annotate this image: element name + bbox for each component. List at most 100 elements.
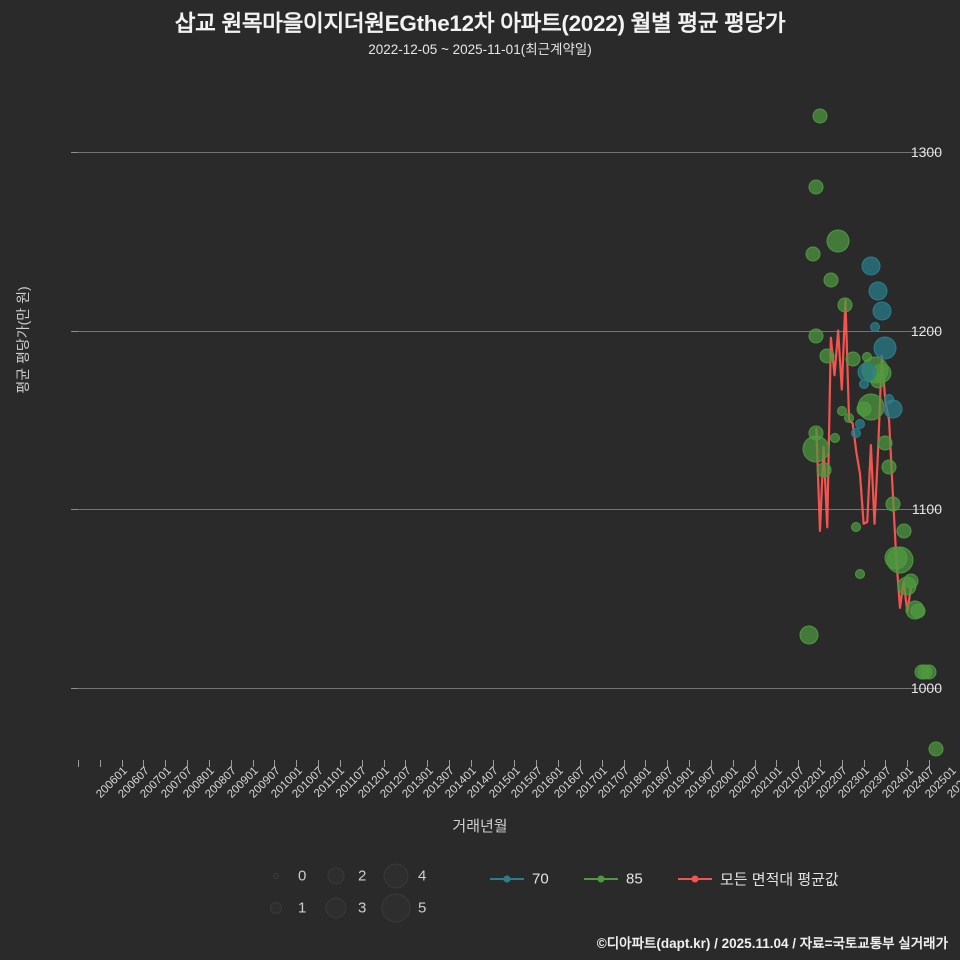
data-point-bubble [881, 459, 897, 475]
x-tick-mark [165, 760, 167, 767]
data-point-bubble [836, 406, 847, 417]
legend-size-label: 4 [418, 867, 427, 885]
data-point-bubble [858, 379, 869, 390]
legend-size-label: 3 [358, 899, 367, 917]
legend-series-label: 모든 면적대 평균값 [720, 871, 839, 889]
x-tick-mark [318, 760, 320, 767]
x-tick-mark [361, 760, 363, 767]
data-point-bubble [812, 108, 828, 124]
data-point-bubble [885, 496, 901, 512]
legend: 0 1 2 3 4 5 70 85 모든 면적대 평균값 [0, 860, 960, 928]
x-tick-mark [601, 760, 603, 767]
data-point-bubble [869, 321, 880, 332]
legend-size-dot [383, 863, 409, 889]
legend-size-label: 5 [418, 899, 427, 917]
x-tick-mark [885, 760, 887, 767]
data-point-bubble [886, 546, 914, 574]
legend-size-dot [270, 902, 282, 914]
x-tick-mark [819, 760, 821, 767]
data-point-bubble [921, 664, 937, 680]
y-tick-mark [71, 151, 78, 153]
x-tick-mark [645, 760, 647, 767]
data-point-bubble [805, 246, 821, 262]
x-tick-mark [448, 760, 450, 767]
x-tick-mark [776, 760, 778, 767]
data-point-bubble [819, 348, 835, 364]
data-point-bubble [826, 229, 850, 253]
data-point-bubble [808, 328, 824, 344]
plot-area [78, 80, 944, 760]
x-tick-mark [863, 760, 865, 767]
legend-size-dot [381, 893, 411, 923]
x-tick-mark [798, 760, 800, 767]
x-tick-mark [689, 760, 691, 767]
y-gridline [78, 330, 940, 332]
legend-size-label: 1 [298, 899, 307, 917]
data-point-bubble [799, 625, 819, 645]
data-point-bubble [823, 272, 839, 288]
data-point-bubble [873, 336, 897, 360]
legend-size-label: 2 [358, 867, 367, 885]
x-tick-mark [99, 760, 101, 767]
page-title: 삽교 원목마을이지더원EGthe12차 아파트(2022) 월별 평균 평당가 [174, 11, 786, 36]
legend-series-dot [503, 875, 511, 883]
x-tick-mark [929, 760, 931, 767]
y-tick-label: 1300 [910, 143, 942, 160]
y-tick-label: 1000 [910, 680, 942, 697]
data-point-bubble [857, 362, 877, 382]
x-axis-ticks [78, 760, 940, 770]
legend-size-scale: 0 1 2 3 4 5 [262, 860, 452, 924]
x-tick-mark [383, 760, 385, 767]
legend-series-dot [597, 875, 605, 883]
x-axis-title: 거래년월 [452, 818, 508, 835]
x-tick-mark [514, 760, 516, 767]
data-point-bubble [829, 432, 840, 443]
x-tick-mark [405, 760, 407, 767]
y-gridline [78, 151, 940, 153]
data-point-bubble [897, 576, 917, 596]
data-point-bubble [844, 413, 855, 424]
legend-size-dot [325, 897, 347, 919]
legend-size-dot [273, 873, 279, 879]
x-tick-mark [427, 760, 429, 767]
x-tick-mark [274, 760, 276, 767]
y-tick-mark [71, 330, 78, 332]
x-tick-mark [623, 760, 625, 767]
y-tick-label: 1200 [910, 322, 942, 339]
data-point-bubble [857, 393, 885, 421]
x-tick-mark [339, 760, 341, 767]
data-point-bubble [877, 435, 893, 451]
x-tick-mark [841, 760, 843, 767]
y-tick-label: 1100 [911, 501, 942, 518]
x-tick-mark [208, 760, 210, 767]
legend-series-label: 85 [626, 870, 643, 888]
x-tick-mark [907, 760, 909, 767]
x-tick-mark [667, 760, 669, 767]
legend-series-label: 70 [532, 870, 549, 888]
y-axis-title: 평균 평당가(만 원) [15, 286, 31, 394]
y-axis-labels [0, 80, 72, 760]
x-tick-mark [230, 760, 232, 767]
data-point-bubble [808, 179, 824, 195]
data-point-bubble [816, 462, 832, 478]
x-tick-mark [78, 760, 79, 767]
x-tick-mark [187, 760, 189, 767]
data-point-bubble [851, 427, 862, 438]
x-tick-mark [536, 760, 538, 767]
x-tick-mark [252, 760, 254, 767]
x-tick-mark [710, 760, 712, 767]
x-tick-mark [121, 760, 123, 767]
x-tick-mark [296, 760, 298, 767]
data-point-bubble [910, 603, 926, 619]
data-point-bubble [837, 297, 853, 313]
legend-size-dot [327, 867, 345, 885]
y-tick-mark [71, 688, 78, 690]
data-point-bubble [854, 568, 865, 579]
data-point-bubble [845, 351, 861, 367]
x-tick-mark [558, 760, 560, 767]
y-gridline [78, 688, 940, 690]
data-point-bubble [928, 741, 944, 757]
data-point-bubble [868, 281, 888, 301]
x-tick-mark [492, 760, 494, 767]
